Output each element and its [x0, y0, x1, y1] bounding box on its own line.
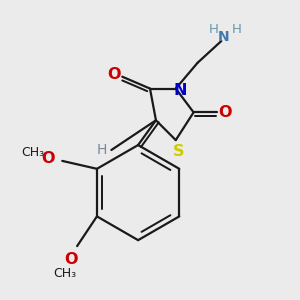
- Text: N: N: [174, 83, 188, 98]
- Text: O: O: [64, 253, 78, 268]
- Text: S: S: [173, 145, 184, 160]
- Text: N: N: [218, 30, 229, 44]
- Text: H: H: [232, 22, 242, 36]
- Text: H: H: [96, 143, 106, 157]
- Text: CH₃: CH₃: [54, 267, 77, 280]
- Text: O: O: [42, 152, 55, 166]
- Text: CH₃: CH₃: [21, 146, 44, 160]
- Text: O: O: [218, 105, 232, 120]
- Text: H: H: [208, 22, 218, 36]
- Text: O: O: [108, 67, 121, 82]
